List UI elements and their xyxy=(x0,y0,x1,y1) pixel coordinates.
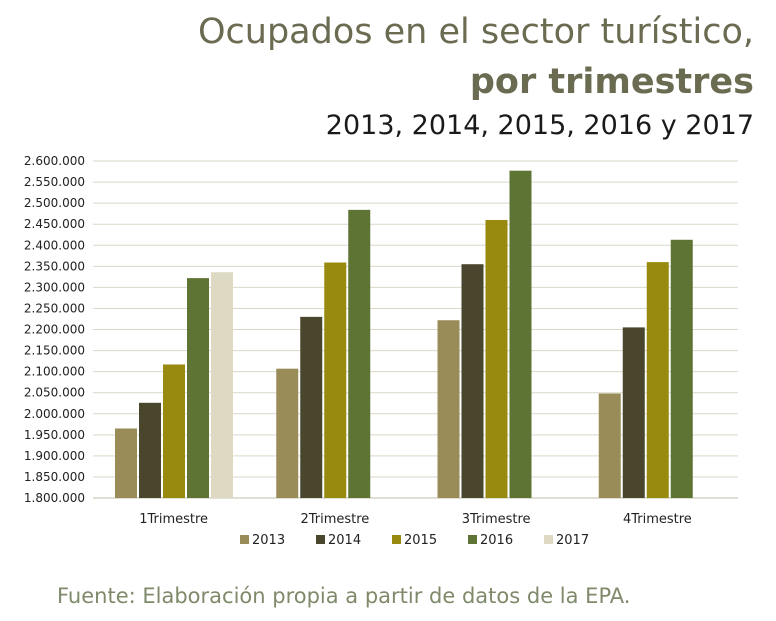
bar-2014 xyxy=(622,327,645,498)
legend-swatch-2014 xyxy=(316,535,325,544)
bar-chart: 1.800.000 1.850.000 1.900.000 1.950.000 2.00… xyxy=(24,154,738,548)
x-category-label: 4Trimestre xyxy=(623,512,692,527)
bar-2017 xyxy=(211,272,233,498)
y-tick-label: 2.300.000 xyxy=(24,280,85,294)
source-note: Fuente: Elaboración propia a partir de d… xyxy=(57,584,631,608)
bar-2014 xyxy=(461,264,484,498)
x-category-label: 3Trimestre xyxy=(462,512,531,527)
bar-2013 xyxy=(115,428,137,498)
legend-swatch-2015 xyxy=(392,535,401,544)
y-tick-label: 1.950.000 xyxy=(24,428,85,442)
bar-2014 xyxy=(300,316,323,498)
legend-label-2014: 2014 xyxy=(328,533,361,548)
legend-swatch-2013 xyxy=(240,535,249,544)
legend-label-2017: 2017 xyxy=(556,533,589,548)
y-tick-label: 2.600.000 xyxy=(24,154,85,168)
bar-2016 xyxy=(187,278,209,498)
y-tick-label: 1.850.000 xyxy=(24,470,85,484)
y-tick-label: 2.150.000 xyxy=(24,344,85,358)
bar-2015 xyxy=(324,262,347,498)
x-category-label: 1Trimestre xyxy=(139,512,208,527)
chart-title-line2: por trimestres xyxy=(469,62,754,102)
bar-2015 xyxy=(485,219,508,498)
y-tick-label: 2.500.000 xyxy=(24,196,85,210)
bar-2014 xyxy=(139,402,161,498)
y-tick-label: 2.050.000 xyxy=(24,386,85,400)
bar-2013 xyxy=(437,320,460,498)
chart-title-line1: Ocupados en el sector turístico, xyxy=(197,12,754,52)
x-category-label: 2Trimestre xyxy=(300,512,369,527)
y-tick-label: 2.000.000 xyxy=(24,407,85,421)
bar-2016 xyxy=(509,170,532,498)
bar-2015 xyxy=(163,364,185,498)
y-tick-label: 2.550.000 xyxy=(24,175,85,189)
y-tick-label: 1.900.000 xyxy=(24,449,85,463)
bar-2013 xyxy=(276,368,299,498)
legend-label-2016: 2016 xyxy=(480,533,513,548)
y-tick-label: 2.250.000 xyxy=(24,301,85,315)
y-tick-label: 2.350.000 xyxy=(24,259,85,273)
legend-label-2013: 2013 xyxy=(252,533,285,548)
bar-2013 xyxy=(598,393,621,498)
legend-swatch-2016 xyxy=(468,535,477,544)
y-tick-label: 2.100.000 xyxy=(24,365,85,379)
y-tick-label: 2.450.000 xyxy=(24,217,85,231)
y-tick-label: 2.200.000 xyxy=(24,323,85,337)
bar-2016 xyxy=(348,209,371,499)
bar-2016 xyxy=(670,239,693,498)
legend-label-2015: 2015 xyxy=(404,533,437,548)
chart-subtitle-years: 2013, 2014, 2015, 2016 y 2017 xyxy=(325,110,754,141)
y-tick-label: 1.800.000 xyxy=(24,491,85,505)
bar-2015 xyxy=(646,262,669,498)
legend-swatch-2017 xyxy=(544,535,553,544)
y-tick-label: 2.400.000 xyxy=(24,238,85,252)
